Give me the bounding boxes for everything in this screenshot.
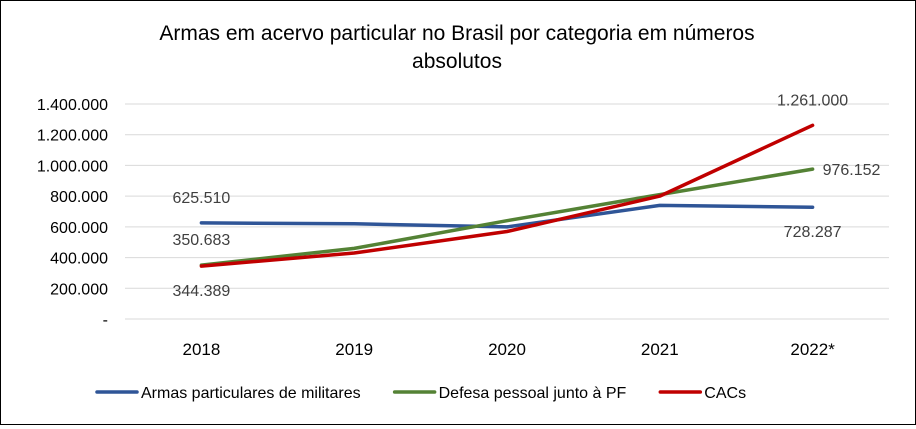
y-tick-label: 1.400.000 [37, 97, 108, 114]
legend-label: Defesa pessoal junto à PF [439, 385, 627, 402]
legend-label: CACs [704, 385, 746, 402]
data-labels: 625.510 350.683 344.389 728.287 976.152 1.261… [172, 92, 880, 300]
y-tick-label: 800.000 [50, 189, 108, 206]
x-tick-label: 2020 [488, 340, 526, 359]
series-line [199, 123, 815, 268]
data-label: 625.510 [172, 190, 230, 207]
x-tick-label: 2018 [182, 340, 220, 359]
series-line [199, 167, 815, 267]
data-label: 1.261.000 [777, 92, 848, 109]
y-tick-label: 200.000 [50, 281, 108, 298]
data-label: 728.287 [784, 224, 842, 241]
x-tick-label: 2019 [335, 340, 373, 359]
data-label: 350.683 [172, 232, 230, 249]
chart-title: Armas em acervo particular no Brasil por… [159, 22, 754, 73]
series-line [199, 203, 815, 229]
y-tick-label: 1.000.000 [37, 158, 108, 175]
x-tick-label: 2022* [790, 340, 835, 359]
chart-title-line-1: Armas em acervo particular no Brasil por… [159, 22, 754, 45]
x-tick-label: 2021 [641, 340, 679, 359]
legend-label: Armas particulares de militares [141, 385, 361, 402]
data-label: 976.152 [823, 162, 881, 179]
gridlines [125, 103, 889, 320]
y-axis-ticks: - 200.000 400.000 600.000 800.000 1.000.000 1.… [37, 97, 108, 329]
y-tick-label: 1.200.000 [37, 128, 108, 145]
x-axis-ticks: 2018 2019 2020 2021 2022* [182, 340, 835, 359]
legend: Armas particulares de militares Defesa pe… [95, 385, 746, 402]
y-tick-label: 600.000 [50, 220, 108, 237]
y-tick-label: 400.000 [50, 251, 108, 268]
series-lines [199, 123, 815, 268]
chart-title-line-2: absolutos [412, 50, 502, 73]
data-label: 344.389 [172, 283, 230, 300]
y-tick-label: - [103, 312, 108, 329]
